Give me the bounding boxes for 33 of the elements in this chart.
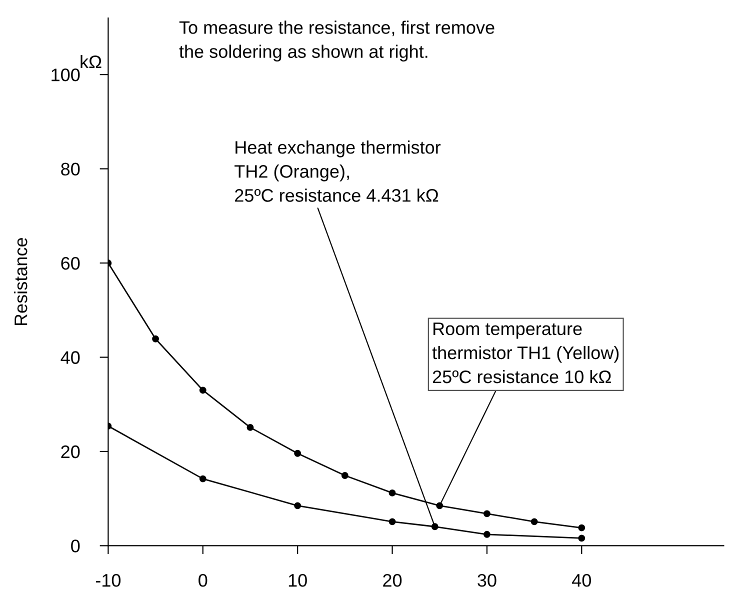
x-tick-label: -10 xyxy=(96,574,121,587)
y-tick-label: 0 xyxy=(71,540,80,552)
point xyxy=(294,450,302,457)
point xyxy=(578,524,586,532)
text: kΩ xyxy=(80,54,102,68)
point xyxy=(388,518,396,526)
y-axis-title: Resistance xyxy=(14,238,28,326)
point xyxy=(483,530,490,538)
annotation: To measure the resistance, first remove the soldering as shown at right. xyxy=(179,20,494,62)
annotation: Room temperature thermistor TH1 (Yellow) 25ºC resistance 10 kΩ xyxy=(432,322,619,384)
annotation: Heat exchange thermistor TH2 (Orange), 25ºC resistance 4.431 kΩ xyxy=(234,140,441,202)
x-tick-label: 40 xyxy=(572,574,591,587)
point xyxy=(436,502,444,510)
point xyxy=(530,518,538,526)
point xyxy=(431,523,438,530)
point xyxy=(388,489,396,496)
point xyxy=(483,510,490,518)
y-tick-label: 80 xyxy=(61,162,80,176)
y-tick-label: 40 xyxy=(60,351,80,364)
point xyxy=(341,472,348,479)
y-tick-label: 100 xyxy=(52,68,80,82)
y-tick-label: 20 xyxy=(61,445,80,458)
point xyxy=(294,502,302,510)
point xyxy=(578,534,586,542)
x-tick-label: 30 xyxy=(478,574,496,587)
point xyxy=(152,335,160,342)
x-tick-label: 10 xyxy=(288,574,307,587)
y-tick-label: 60 xyxy=(61,256,80,270)
point xyxy=(246,424,254,431)
point xyxy=(199,475,206,482)
x-tick-label: 0 xyxy=(198,574,208,587)
x-tick-label: 20 xyxy=(383,574,402,587)
point xyxy=(199,386,206,394)
